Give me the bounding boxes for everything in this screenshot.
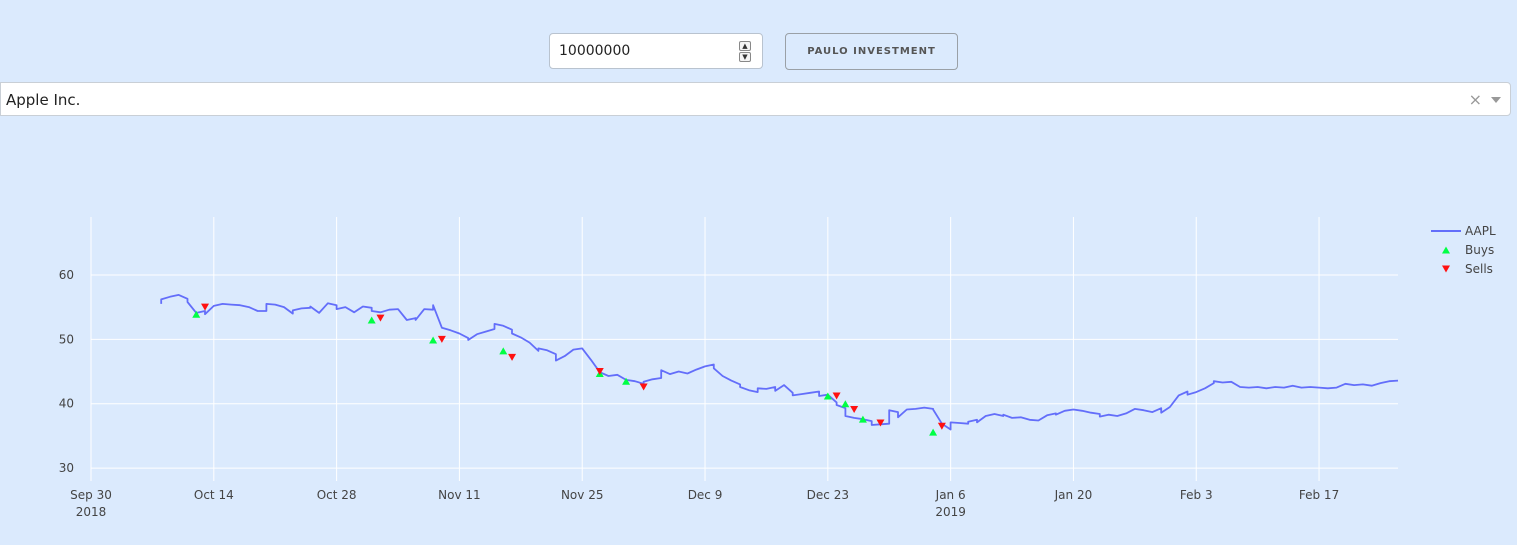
x-tick-label: Nov 25 [561,488,604,502]
price-chart: 30 40 50 60 Sep 30 2018 Oct 14 Oct 28 Nov 11 Nov … [59,217,1496,519]
legend-sell-swatch [1442,265,1450,273]
buy-marker [192,310,201,318]
company-selected-value: Apple Inc. [6,91,81,109]
legend-label: Sells [1465,262,1493,276]
y-tick-label: 60 [59,268,74,282]
amount-stepper[interactable]: ▲ ▼ [739,41,751,63]
legend-buy-swatch [1442,246,1450,254]
x-tick-year-label: 2019 [935,505,966,519]
buy-marker [499,347,508,355]
buy-marker [841,400,850,408]
buy-marker [858,415,867,423]
x-tick-year-label: 2018 [76,505,107,519]
x-tick-label: Jan 6 [935,488,966,502]
sell-marker [437,335,446,343]
x-tick-label: Dec 23 [807,488,849,502]
sell-marker [595,368,604,376]
x-tick-label: Oct 14 [194,488,234,502]
buy-marker [622,377,631,385]
amount-input[interactable] [559,41,729,61]
company-dropdown[interactable]: Apple Inc. × [0,82,1511,116]
buy-marker [823,392,832,400]
sell-marker [832,392,841,400]
x-tick-label: Oct 28 [317,488,357,502]
sell-marker [508,353,517,361]
x-tick-label: Dec 9 [688,488,723,502]
x-tick-label: Feb 3 [1180,488,1213,502]
stepper-up-icon[interactable]: ▲ [739,41,751,51]
sell-marker [937,422,946,430]
legend-label: AAPL [1465,224,1496,238]
y-tick-label: 40 [59,397,74,411]
clear-icon[interactable]: × [1468,90,1482,109]
buy-marker [367,316,376,324]
amount-field[interactable]: ▲ ▼ [549,33,763,69]
buy-marker [929,428,938,436]
x-tick-label: Jan 20 [1054,488,1093,502]
x-tick-label: Nov 11 [438,488,481,502]
chevron-down-icon[interactable] [1491,97,1501,103]
x-tick-label: Feb 17 [1299,488,1339,502]
buy-marker [429,336,438,344]
x-tick-label: Sep 30 [70,488,112,502]
sell-marker [850,406,859,414]
legend-label: Buys [1465,243,1494,257]
sell-marker [201,303,210,311]
sell-marker [876,419,885,427]
sell-marker [639,383,648,391]
invest-button[interactable]: PAULO INVESTMENT [785,33,958,70]
y-tick-label: 50 [59,332,74,346]
chart-legend: AAPL Buys Sells [1431,224,1496,276]
stepper-down-icon[interactable]: ▼ [739,52,751,62]
sell-marker [376,314,385,322]
controls-bar: ▲ ▼ PAULO INVESTMENT [0,0,1517,80]
y-tick-label: 30 [59,461,74,475]
aapl-price-line [160,293,1399,431]
